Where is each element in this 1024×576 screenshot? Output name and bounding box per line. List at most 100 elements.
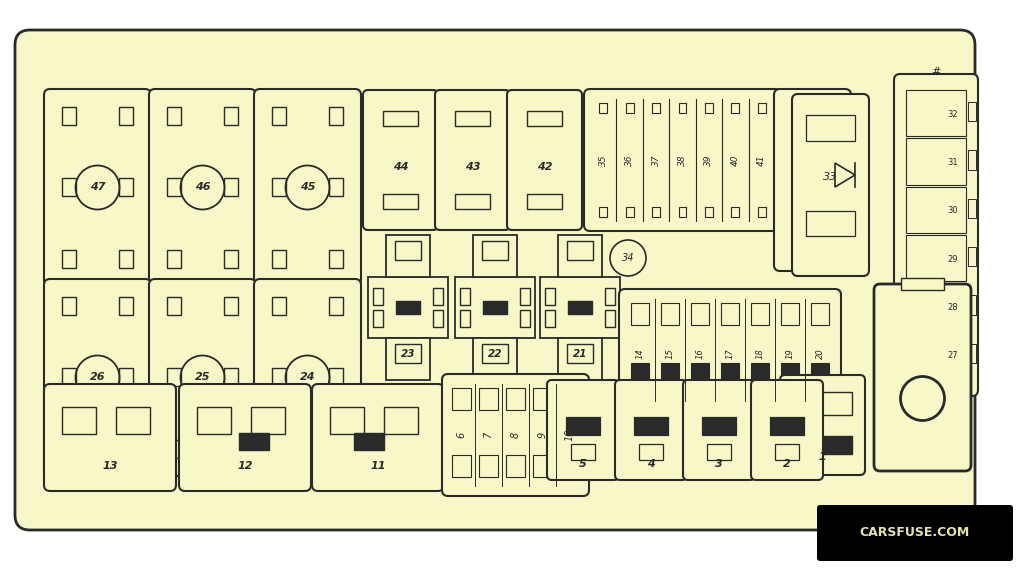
Bar: [224, 368, 238, 386]
Bar: [679, 207, 686, 217]
Bar: [460, 310, 470, 327]
Text: 20: 20: [815, 348, 824, 359]
Bar: [781, 303, 799, 325]
Text: 13: 13: [102, 461, 118, 471]
Text: 40: 40: [731, 154, 740, 166]
Bar: [811, 363, 829, 388]
Text: 1: 1: [818, 452, 826, 461]
Bar: [62, 178, 76, 196]
Text: #: #: [931, 67, 941, 77]
Bar: [631, 363, 649, 388]
FancyBboxPatch shape: [507, 90, 582, 230]
Text: 42: 42: [537, 161, 552, 172]
Bar: [691, 303, 709, 325]
Text: 30: 30: [947, 206, 958, 215]
Bar: [272, 440, 286, 458]
Bar: [534, 388, 552, 410]
FancyBboxPatch shape: [547, 380, 618, 480]
Text: 14: 14: [636, 348, 644, 359]
Bar: [652, 207, 660, 217]
Bar: [62, 440, 76, 458]
FancyBboxPatch shape: [254, 89, 361, 286]
Bar: [383, 111, 419, 126]
Bar: [662, 363, 679, 388]
Bar: [433, 310, 443, 327]
Bar: [330, 407, 364, 434]
Text: 43: 43: [465, 161, 480, 172]
Bar: [116, 407, 150, 434]
Bar: [906, 138, 966, 185]
Bar: [701, 416, 736, 434]
Bar: [662, 303, 679, 325]
Bar: [691, 363, 709, 388]
FancyBboxPatch shape: [894, 74, 978, 396]
Text: 28: 28: [947, 303, 958, 312]
Bar: [251, 407, 285, 434]
Bar: [567, 241, 593, 260]
Bar: [119, 250, 133, 268]
Text: 25: 25: [195, 373, 210, 382]
Bar: [479, 455, 498, 477]
Bar: [558, 235, 602, 277]
Bar: [520, 288, 530, 305]
Bar: [820, 508, 1010, 558]
Bar: [626, 207, 634, 217]
Bar: [329, 107, 343, 125]
Bar: [224, 440, 238, 458]
Bar: [452, 388, 471, 410]
Bar: [705, 207, 713, 217]
Bar: [721, 363, 739, 388]
Bar: [167, 178, 181, 196]
Bar: [560, 455, 579, 477]
Bar: [731, 103, 739, 113]
Text: 10: 10: [564, 429, 574, 441]
Bar: [455, 111, 490, 126]
Text: 27: 27: [947, 351, 958, 361]
Bar: [433, 288, 443, 305]
Bar: [272, 107, 286, 125]
Bar: [386, 338, 430, 380]
Bar: [906, 235, 966, 281]
Text: 8: 8: [511, 432, 520, 438]
Text: 18: 18: [756, 348, 765, 359]
Text: 24: 24: [300, 373, 315, 382]
Bar: [224, 297, 238, 315]
Bar: [751, 363, 769, 388]
Bar: [167, 297, 181, 315]
Bar: [901, 278, 944, 290]
Bar: [634, 416, 668, 434]
Text: 29: 29: [947, 255, 958, 264]
Bar: [119, 368, 133, 386]
FancyBboxPatch shape: [584, 89, 781, 231]
Text: 23: 23: [400, 349, 416, 359]
FancyBboxPatch shape: [618, 289, 841, 411]
Bar: [968, 295, 976, 314]
Text: 47: 47: [90, 183, 105, 192]
Bar: [167, 250, 181, 268]
Text: 36: 36: [625, 154, 634, 166]
Bar: [795, 206, 830, 231]
Bar: [506, 388, 525, 410]
Bar: [758, 103, 766, 113]
Bar: [545, 310, 555, 327]
Bar: [239, 433, 269, 450]
Text: 7: 7: [483, 432, 494, 438]
Bar: [793, 392, 852, 415]
FancyBboxPatch shape: [774, 89, 851, 271]
Text: 2: 2: [783, 459, 791, 469]
Bar: [119, 440, 133, 458]
Bar: [473, 235, 517, 277]
FancyBboxPatch shape: [254, 279, 361, 476]
Text: 44: 44: [393, 161, 409, 172]
Bar: [568, 301, 592, 314]
Bar: [224, 250, 238, 268]
FancyBboxPatch shape: [683, 380, 755, 480]
Bar: [520, 310, 530, 327]
Bar: [639, 444, 663, 460]
FancyBboxPatch shape: [780, 375, 865, 475]
Bar: [272, 368, 286, 386]
FancyBboxPatch shape: [362, 90, 438, 230]
Bar: [329, 440, 343, 458]
Bar: [781, 363, 799, 388]
Bar: [599, 207, 607, 217]
